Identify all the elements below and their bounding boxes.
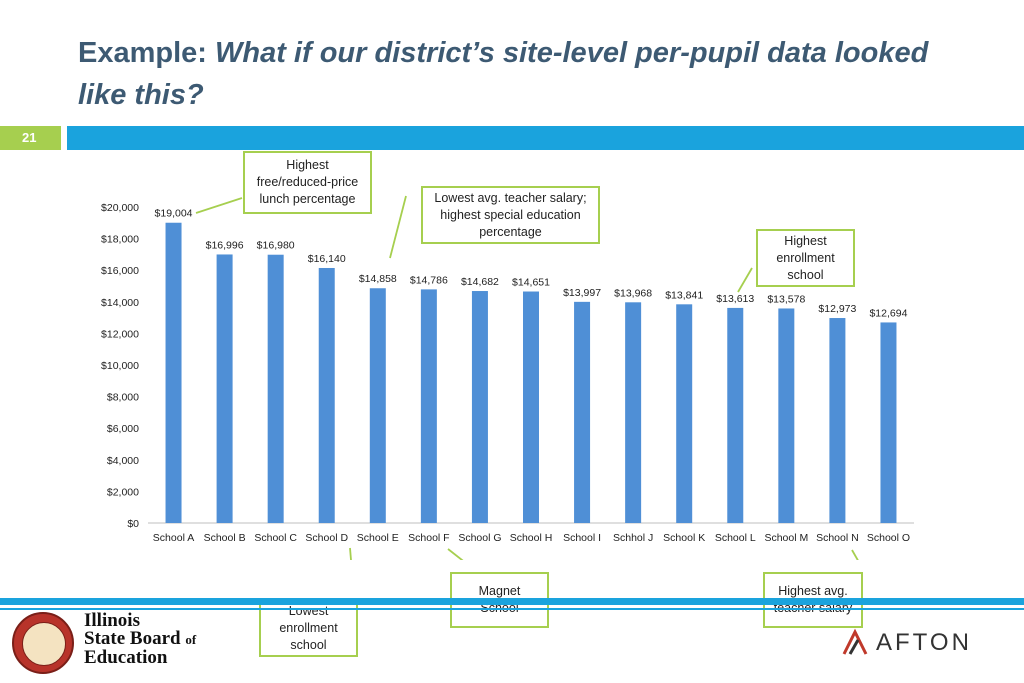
data-label: $14,858	[359, 273, 397, 285]
bar	[165, 222, 182, 523]
isbe-logo: Illinois State Board of Education	[12, 610, 202, 674]
data-label: $13,841	[665, 289, 703, 301]
x-tick-label: School D	[305, 532, 348, 544]
callout-connector	[447, 548, 464, 560]
callout-connector	[851, 549, 859, 560]
callout-connector	[737, 267, 753, 293]
x-tick-label: School H	[510, 532, 553, 544]
data-label: $13,613	[716, 293, 754, 305]
bar	[267, 254, 284, 523]
x-tick-label: School I	[563, 532, 601, 544]
y-tick-label: $2,000	[107, 486, 139, 498]
bar	[471, 291, 488, 523]
callout-highest-enrollment: Highest enrollment school	[756, 229, 855, 287]
data-label: $16,140	[308, 253, 346, 265]
y-tick-label: $0	[127, 518, 139, 530]
callout-connector	[389, 195, 407, 259]
afton-wordmark: AFTON	[876, 629, 972, 656]
state-seal-icon	[12, 612, 74, 674]
x-tick-label: School G	[458, 532, 501, 544]
bar	[676, 304, 693, 523]
bar	[420, 289, 437, 523]
slide-title: Example: What if our district’s site-lev…	[78, 32, 978, 116]
data-label: $14,651	[512, 277, 550, 289]
afton-mark-icon	[842, 628, 868, 655]
y-tick-label: $16,000	[101, 265, 139, 277]
callout-connector	[195, 197, 243, 214]
data-label: $12,973	[818, 303, 856, 315]
bar	[574, 301, 591, 523]
bar	[369, 288, 386, 523]
y-tick-label: $6,000	[107, 423, 139, 435]
callout-connector	[349, 547, 352, 560]
y-tick-label: $14,000	[101, 297, 139, 309]
x-tick-label: School E	[357, 532, 399, 544]
y-tick-label: $10,000	[101, 360, 139, 372]
y-tick-label: $4,000	[107, 455, 139, 467]
title-prefix: Example:	[78, 37, 215, 69]
data-label: $13,578	[767, 293, 805, 305]
footer-divider-line	[0, 608, 1024, 610]
y-tick-label: $8,000	[107, 392, 139, 404]
isbe-line-2: State Board	[84, 628, 181, 649]
y-tick-label: $18,000	[101, 234, 139, 246]
bar	[523, 291, 539, 523]
callout-lowest-teacher-salary: Lowest avg. teacher salary; highest spec…	[421, 186, 600, 244]
callout-free-lunch: Highest free/reduced-price lunch percent…	[243, 151, 372, 214]
data-label: $12,694	[869, 307, 907, 319]
x-tick-label: School A	[153, 532, 194, 544]
header-divider-bar	[67, 126, 1024, 150]
bar	[216, 254, 233, 523]
isbe-wordmark: Illinois State Board of Education	[84, 610, 197, 668]
data-label: $13,968	[614, 287, 652, 299]
y-tick-label: $12,000	[101, 328, 139, 340]
data-label: $13,997	[563, 287, 601, 299]
data-label: $16,996	[206, 239, 244, 251]
footer-divider-bar	[0, 598, 1024, 605]
x-tick-label: School C	[254, 532, 297, 544]
x-tick-label: School M	[764, 532, 808, 544]
data-label: $19,004	[155, 208, 193, 220]
isbe-line-1: Illinois	[84, 610, 140, 631]
bar-chart: $0 $2,000 $4,000 $6,000 $8,000 $10,000 $12,000…	[101, 195, 914, 560]
data-label: $16,980	[257, 240, 295, 252]
data-label: $14,786	[410, 274, 448, 286]
x-tick-label: School O	[867, 532, 910, 544]
bar	[625, 302, 642, 523]
bar	[829, 318, 846, 523]
x-tick-label: Schhol J	[613, 532, 653, 544]
isbe-of: of	[185, 632, 197, 647]
x-tick-label: School L	[715, 532, 756, 544]
isbe-line-3: Education	[84, 647, 168, 668]
x-tick-label: School K	[663, 532, 705, 544]
x-tick-label: School F	[408, 532, 449, 544]
bar	[318, 267, 335, 523]
bar	[880, 322, 897, 523]
x-tick-label: School N	[816, 532, 859, 544]
data-label: $14,682	[461, 276, 499, 288]
afton-logo: AFTON	[842, 628, 982, 658]
x-tick-label: School B	[204, 532, 246, 544]
title-question: What if our district’s site-level per-pu…	[78, 37, 929, 111]
slide-number: 21	[0, 126, 61, 150]
y-tick-label: $20,000	[101, 202, 139, 214]
bar	[778, 308, 795, 523]
bar	[727, 307, 744, 523]
